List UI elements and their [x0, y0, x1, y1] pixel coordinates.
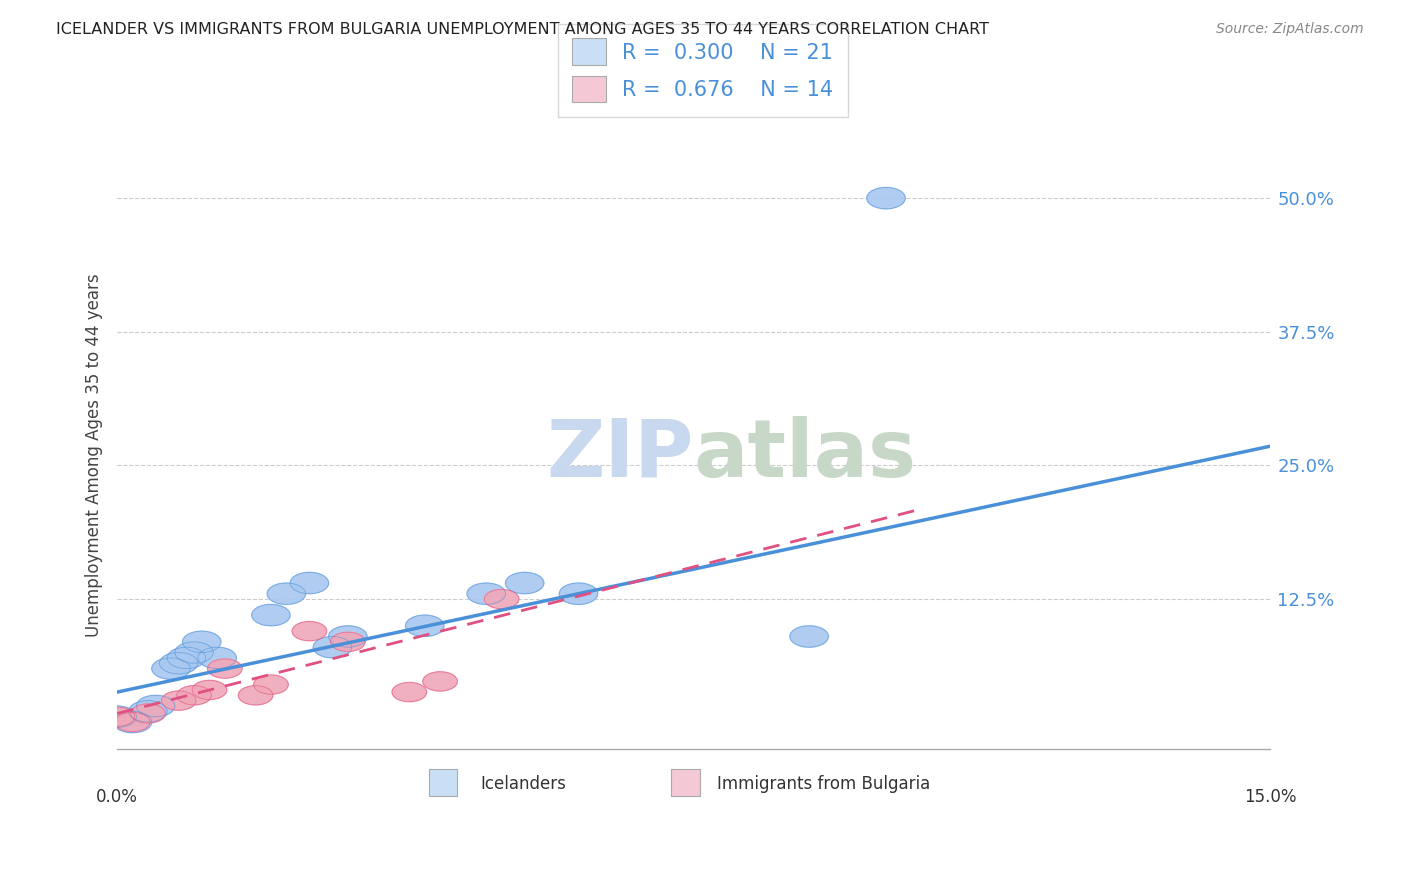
- Ellipse shape: [253, 675, 288, 694]
- Ellipse shape: [405, 615, 444, 637]
- FancyBboxPatch shape: [429, 769, 457, 796]
- Text: Immigrants from Bulgaria: Immigrants from Bulgaria: [717, 775, 931, 793]
- Ellipse shape: [114, 711, 152, 732]
- Ellipse shape: [505, 573, 544, 594]
- Text: Source: ZipAtlas.com: Source: ZipAtlas.com: [1216, 22, 1364, 37]
- Ellipse shape: [100, 707, 135, 726]
- Ellipse shape: [177, 686, 211, 705]
- Text: atlas: atlas: [693, 416, 917, 493]
- Ellipse shape: [208, 659, 242, 678]
- Ellipse shape: [167, 648, 205, 669]
- Ellipse shape: [198, 648, 236, 669]
- Ellipse shape: [136, 695, 174, 716]
- Ellipse shape: [115, 713, 150, 731]
- Ellipse shape: [868, 187, 905, 209]
- Ellipse shape: [267, 583, 305, 605]
- Text: 0.0%: 0.0%: [96, 788, 138, 805]
- Text: Icelanders: Icelanders: [481, 775, 567, 793]
- Ellipse shape: [174, 642, 214, 664]
- Ellipse shape: [560, 583, 598, 605]
- Ellipse shape: [314, 637, 352, 658]
- Y-axis label: Unemployment Among Ages 35 to 44 years: Unemployment Among Ages 35 to 44 years: [86, 273, 103, 637]
- Ellipse shape: [238, 686, 273, 705]
- Ellipse shape: [131, 704, 166, 723]
- Ellipse shape: [330, 632, 366, 651]
- Ellipse shape: [329, 626, 367, 648]
- FancyBboxPatch shape: [671, 769, 700, 796]
- Ellipse shape: [183, 632, 221, 653]
- Ellipse shape: [252, 605, 290, 626]
- Ellipse shape: [292, 622, 326, 640]
- Ellipse shape: [484, 590, 519, 608]
- Ellipse shape: [152, 658, 190, 679]
- Legend: R =  0.300    N = 21, R =  0.676    N = 14: R = 0.300 N = 21, R = 0.676 N = 14: [558, 24, 848, 117]
- Text: 15.0%: 15.0%: [1244, 788, 1296, 805]
- Ellipse shape: [423, 672, 457, 691]
- Ellipse shape: [159, 653, 198, 674]
- Ellipse shape: [290, 573, 329, 594]
- Ellipse shape: [162, 691, 195, 710]
- Ellipse shape: [98, 706, 136, 727]
- Ellipse shape: [790, 626, 828, 648]
- Ellipse shape: [193, 681, 226, 699]
- Ellipse shape: [392, 682, 426, 702]
- Text: ZIP: ZIP: [547, 416, 693, 493]
- Ellipse shape: [467, 583, 505, 605]
- Ellipse shape: [129, 700, 167, 722]
- Text: ICELANDER VS IMMIGRANTS FROM BULGARIA UNEMPLOYMENT AMONG AGES 35 TO 44 YEARS COR: ICELANDER VS IMMIGRANTS FROM BULGARIA UN…: [56, 22, 990, 37]
